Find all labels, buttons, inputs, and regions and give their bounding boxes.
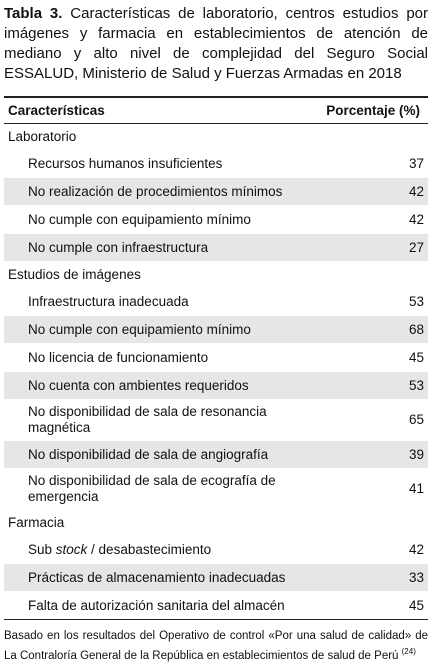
- row-label: No cuenta con ambientes requeridos: [4, 371, 319, 400]
- data-row: No disponibilidad de sala de resonancia …: [4, 399, 428, 441]
- row-label: No disponibilidad de sala de ecografía d…: [4, 468, 319, 510]
- row-label: No disponibilidad de sala de resonancia …: [4, 399, 319, 441]
- row-value: 53: [318, 371, 428, 400]
- row-value: 45: [318, 343, 428, 372]
- row-label: No cumple con infraestructura: [4, 233, 319, 262]
- data-row: No cuenta con ambientes requeridos 53: [4, 371, 428, 400]
- data-row: No licencia de funcionamiento 45: [4, 343, 428, 372]
- footnote: Basado en los resultados del Operativo d…: [4, 628, 428, 664]
- row-value: 37: [318, 150, 428, 178]
- header-row: Características Porcentaje (%): [4, 96, 428, 124]
- data-row: No cumple con equipamiento mínimo 42: [4, 205, 428, 234]
- data-row: No cumple con equipamiento mínimo 68: [4, 315, 428, 344]
- data-row: Infraestructura inadecuada 53: [4, 288, 428, 316]
- row-label: No realización de procedimientos mínimos: [4, 177, 319, 206]
- label-part: Sub: [28, 541, 56, 557]
- footnote-text: Basado en los resultados del Operativo d…: [4, 630, 428, 662]
- row-value: 42: [318, 177, 428, 206]
- row-value: 68: [318, 315, 428, 344]
- row-label: No cumple con equipamiento mínimo: [4, 315, 319, 344]
- row-label: No disponibilidad de sala de angiografía: [4, 440, 319, 469]
- section-row: Farmacia: [4, 510, 428, 537]
- row-label: No licencia de funcionamiento: [4, 343, 319, 372]
- row-label: Recursos humanos insuficientes: [4, 150, 319, 178]
- caption-label: Tabla 3.: [4, 5, 63, 22]
- section-row: Laboratorio: [4, 124, 428, 151]
- row-value: 33: [318, 563, 428, 592]
- section-name: Estudios de imágenes: [8, 267, 141, 282]
- label-part: stock: [55, 541, 88, 557]
- table-caption: Tabla 3. Características de laboratorio,…: [4, 4, 428, 84]
- section-name: Farmacia: [8, 515, 65, 530]
- row-value: 42: [318, 205, 428, 234]
- row-label: No cumple con equipamiento mínimo: [4, 205, 319, 234]
- row-value: 39: [318, 440, 428, 469]
- row-value: 45: [318, 591, 428, 620]
- row-label: Sub stock / desabastecimiento: [4, 536, 319, 564]
- data-row: Sub stock / desabastecimiento 42: [4, 536, 428, 564]
- section-row: Estudios de imágenes: [4, 262, 428, 289]
- row-value: 53: [318, 288, 428, 316]
- data-row: No cumple con infraestructura 27: [4, 233, 428, 262]
- data-row: No disponibilidad de sala de ecografía d…: [4, 468, 428, 510]
- row-label: Infraestructura inadecuada: [4, 288, 319, 316]
- row-value: 41: [318, 468, 428, 510]
- row-label: Falta de autorización sanitaria del alma…: [4, 591, 319, 620]
- data-row: Falta de autorización sanitaria del alma…: [4, 591, 428, 620]
- data-row: No disponibilidad de sala de angiografía…: [4, 440, 428, 469]
- header-cell: Características: [4, 96, 319, 124]
- data-row: No realización de procedimientos mínimos…: [4, 177, 428, 206]
- table: Características Porcentaje (%) Laborator…: [4, 96, 428, 620]
- caption-text: Características de laboratorio, centros …: [4, 5, 428, 82]
- footnote-ref: (24): [401, 647, 416, 656]
- data-row: Prácticas de almacenamiento inadecuadas 3…: [4, 563, 428, 592]
- row-value: 27: [318, 233, 428, 262]
- table-body: Laboratorio Recursos humanos insuficiente…: [4, 124, 428, 620]
- row-value: 42: [318, 536, 428, 564]
- header-cell: Porcentaje (%): [318, 96, 428, 124]
- row-value: 65: [318, 399, 428, 441]
- section-name: Laboratorio: [8, 129, 77, 144]
- row-label: Prácticas de almacenamiento inadecuadas: [4, 563, 319, 592]
- data-row: Recursos humanos insuficientes 37: [4, 150, 428, 178]
- label-part: / desabastecimiento: [87, 541, 212, 557]
